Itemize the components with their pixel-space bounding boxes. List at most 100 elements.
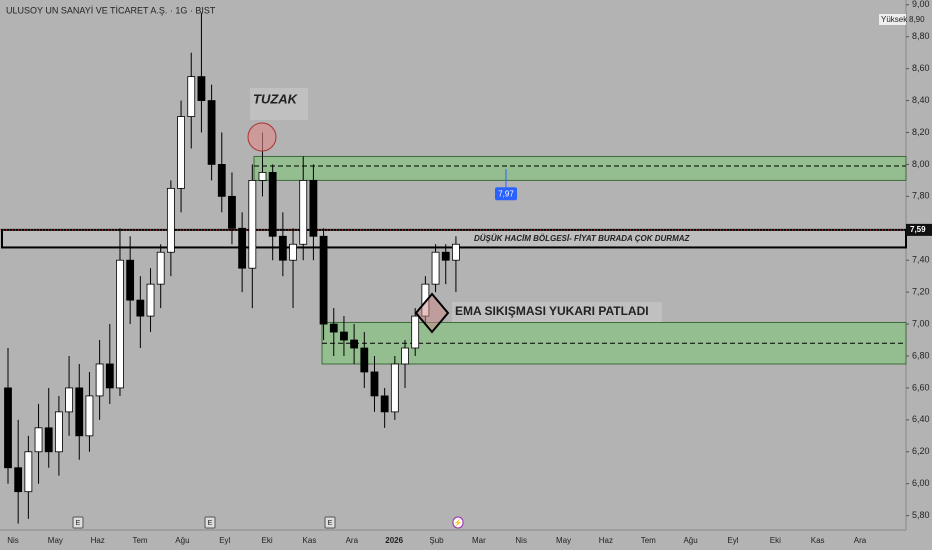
candle-body <box>146 283 155 317</box>
high-label: Yüksek <box>881 15 908 24</box>
candle-body <box>431 251 440 285</box>
x-tick-label: Şub <box>429 536 444 545</box>
candle-body <box>248 179 257 269</box>
event-label: E <box>208 520 213 527</box>
y-tick-label: 6,40 <box>912 414 930 424</box>
candle-body <box>370 371 379 397</box>
y-tick-label: 7,00 <box>912 318 930 328</box>
x-tick-label: Haz <box>91 536 105 545</box>
event-box <box>204 516 216 529</box>
x-tick-label: Eki <box>770 536 781 545</box>
candle-body <box>299 179 308 245</box>
x-tick-label: Nis <box>7 536 19 545</box>
trap-circle <box>247 122 277 152</box>
event-box <box>452 516 464 529</box>
candle-body <box>116 259 124 389</box>
candle-body <box>238 227 247 269</box>
annotation: TUZAK <box>253 91 299 106</box>
x-tick-label: Ara <box>854 536 867 545</box>
high-label-box <box>879 14 906 25</box>
annotation-box <box>452 302 662 322</box>
candle-body <box>156 251 165 285</box>
y-tick-label: 8,20 <box>912 127 930 137</box>
y-tick-label: 6,60 <box>912 382 930 392</box>
event-label: E <box>328 520 333 527</box>
x-tick-label: 2026 <box>385 536 403 545</box>
x-tick-label: Kas <box>811 536 825 545</box>
candle-body <box>268 172 277 237</box>
candle-body <box>187 76 196 117</box>
candle-body <box>329 323 338 333</box>
y-tick-label: 7,40 <box>912 255 930 265</box>
x-tick-label: Tem <box>132 536 147 545</box>
x-tick-label: Eyl <box>219 536 230 545</box>
price-marker-label: 7,97 <box>498 189 514 198</box>
x-tick-label: Eki <box>262 536 273 545</box>
y-tick-label: 9,00 <box>912 0 930 9</box>
annotation: EMA SIKIŞMASI YUKARI PATLADI <box>455 304 649 318</box>
candle-body <box>4 387 12 469</box>
zone <box>253 155 907 181</box>
y-tick-label: 8,00 <box>912 159 930 169</box>
candle-body <box>177 116 185 189</box>
candle-body <box>197 76 206 101</box>
candle-body <box>411 315 420 349</box>
candle-body <box>401 347 409 365</box>
candle-body <box>319 235 328 325</box>
x-tick-label: Nis <box>515 536 527 545</box>
candle-body <box>105 363 114 389</box>
event-label: ⚡ <box>454 518 463 527</box>
candle-body <box>24 451 33 493</box>
y-tick-label: 6,80 <box>912 350 930 360</box>
candle-body <box>340 331 348 341</box>
y-tick-label: 8,60 <box>912 63 930 73</box>
event-label: E <box>76 520 81 527</box>
y-tick-label: 7,20 <box>912 287 930 297</box>
candle-body <box>55 411 63 453</box>
candle-body <box>452 243 460 261</box>
x-tick-label: Ağu <box>683 536 697 545</box>
candle-body <box>136 299 145 317</box>
candle-body <box>75 387 84 437</box>
candle-body <box>278 235 287 261</box>
candle-body <box>350 339 359 349</box>
candle-body <box>441 251 450 261</box>
event-box <box>324 516 336 529</box>
y-tick-label: 8,40 <box>912 95 930 105</box>
y-tick-label: 6,00 <box>912 478 930 488</box>
y-tick-label: 5,80 <box>912 510 930 520</box>
annotation-box <box>250 88 308 120</box>
x-tick-label: Mar <box>472 536 486 545</box>
candle-body <box>309 179 318 237</box>
candle-body <box>126 259 135 301</box>
candle-body <box>44 427 53 453</box>
x-tick-label: Tem <box>641 536 656 545</box>
ema-diamond <box>414 292 450 334</box>
candle-body <box>390 363 399 413</box>
x-tick-label: May <box>48 536 63 545</box>
x-tick-label: Ara <box>346 536 359 545</box>
candle-body <box>65 387 73 413</box>
annotation: DÜŞÜK HACİM BÖLGESİ- FİYAT BURADA ÇOK DU… <box>474 234 691 243</box>
candle-body <box>217 164 226 197</box>
chart-title: ULUSOY UN SANAYİ VE TİCARET A.Ş. · 1G · … <box>6 5 216 15</box>
candle-body <box>380 395 389 413</box>
y-tick-label: 6,20 <box>912 446 930 456</box>
candle-body <box>228 195 236 229</box>
candle-body <box>289 243 297 261</box>
x-tick-label: Kas <box>303 536 317 545</box>
last-price-box <box>906 223 932 236</box>
candle-body <box>34 427 43 453</box>
high-value: 8,90 <box>909 15 925 24</box>
y-tick-label: 8,80 <box>912 31 930 41</box>
last-price-label: 7,59 <box>910 225 926 234</box>
x-tick-label: Ağu <box>175 536 189 545</box>
x-tick-label: Haz <box>599 536 613 545</box>
candle-body <box>258 172 267 181</box>
event-box <box>72 516 84 529</box>
candle-body <box>207 100 216 165</box>
candle-body <box>166 187 175 253</box>
